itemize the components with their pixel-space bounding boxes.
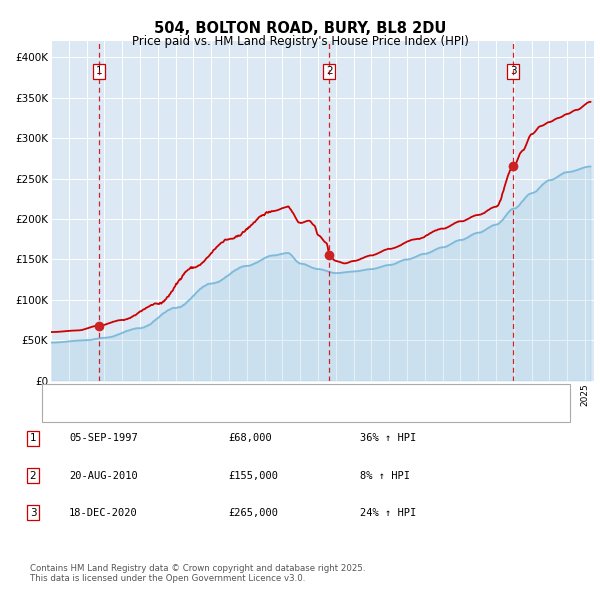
Text: HPI: Average price, semi-detached house, Bury: HPI: Average price, semi-detached house,… — [79, 406, 325, 416]
Text: 3: 3 — [510, 66, 517, 76]
Text: 1: 1 — [29, 434, 37, 443]
FancyBboxPatch shape — [42, 384, 570, 422]
Text: £265,000: £265,000 — [228, 508, 278, 517]
Text: Price paid vs. HM Land Registry's House Price Index (HPI): Price paid vs. HM Land Registry's House … — [131, 35, 469, 48]
Text: £155,000: £155,000 — [228, 471, 278, 480]
Text: 24% ↑ HPI: 24% ↑ HPI — [360, 508, 416, 517]
Text: 8% ↑ HPI: 8% ↑ HPI — [360, 471, 410, 480]
Text: 3: 3 — [29, 508, 37, 517]
Text: 504, BOLTON ROAD, BURY, BL8 2DU (semi-detached house): 504, BOLTON ROAD, BURY, BL8 2DU (semi-de… — [79, 389, 390, 399]
Text: 1: 1 — [95, 66, 102, 76]
Text: 05-SEP-1997: 05-SEP-1997 — [69, 434, 138, 443]
Text: 2: 2 — [326, 66, 332, 76]
Text: 504, BOLTON ROAD, BURY, BL8 2DU: 504, BOLTON ROAD, BURY, BL8 2DU — [154, 21, 446, 35]
Text: 36% ↑ HPI: 36% ↑ HPI — [360, 434, 416, 443]
Text: 18-DEC-2020: 18-DEC-2020 — [69, 508, 138, 517]
Text: 20-AUG-2010: 20-AUG-2010 — [69, 471, 138, 480]
Text: Contains HM Land Registry data © Crown copyright and database right 2025.
This d: Contains HM Land Registry data © Crown c… — [30, 563, 365, 583]
Text: £68,000: £68,000 — [228, 434, 272, 443]
Text: 2: 2 — [29, 471, 37, 480]
